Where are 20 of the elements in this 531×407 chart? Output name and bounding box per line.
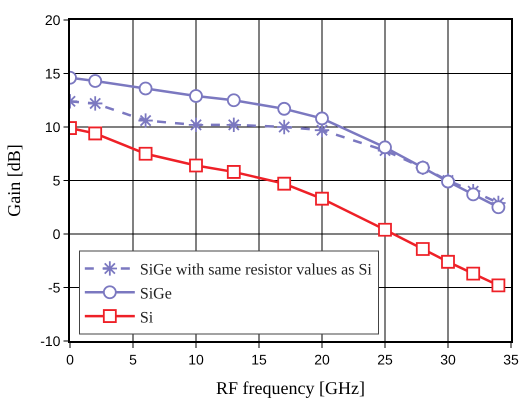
x-tick-label: 30 [440, 352, 456, 368]
x-tick-label: 35 [503, 352, 519, 368]
legend-label: SiGe [140, 286, 172, 303]
legend-label: Si [140, 309, 154, 326]
y-tick-label: 10 [44, 118, 61, 135]
y-axis-title: Gain [dB] [4, 144, 24, 217]
x-axis-title: RF frequency [GHz] [216, 378, 365, 398]
y-tick-label: 0 [52, 226, 61, 242]
x-tick-label: 15 [251, 352, 267, 368]
y-tick-label: 5 [52, 172, 61, 188]
x-tick-label: 0 [66, 352, 74, 368]
y-tick-label: 20 [44, 12, 61, 28]
legend-label: SiGe with same resistor values as Si [140, 262, 372, 279]
y-tick-label: 15 [44, 65, 61, 82]
x-tick-label: 5 [129, 352, 138, 368]
y-tick-label: -5 [48, 279, 61, 296]
x-tick-label: 10 [188, 352, 204, 368]
x-tick-label: 25 [377, 352, 393, 368]
y-tick-label: -10 [40, 332, 61, 349]
x-tick-label: 20 [314, 352, 330, 368]
